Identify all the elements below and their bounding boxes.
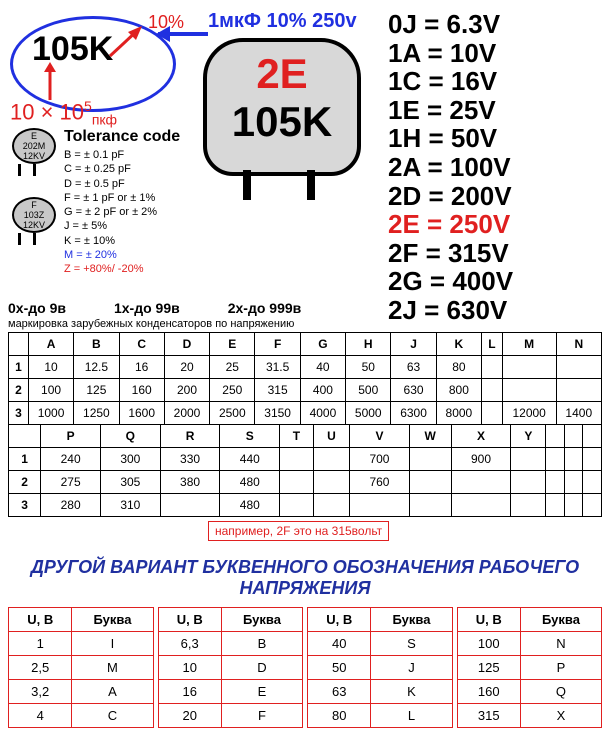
- voltage-row: 1C = 16V: [388, 67, 513, 96]
- cap-line1: 2E: [207, 50, 357, 98]
- voltage-row: 2E = 250V: [388, 210, 513, 239]
- capacitor-big: 2E 105K: [203, 38, 361, 176]
- tolerance-codes: B = ± 0.1 pFC = ± 0.25 pFD = ± 0.5 pFF =…: [64, 148, 180, 277]
- voltage-row: 2D = 200V: [388, 182, 513, 211]
- arrow-diag-icon: [108, 26, 148, 66]
- voltage-row: 2J = 630V: [388, 296, 513, 325]
- voltage-row: 2F = 315V: [388, 239, 513, 268]
- voltage-row: 1H = 50V: [388, 124, 513, 153]
- small-cap-2: F 103Z 12KV: [12, 197, 56, 248]
- alt-voltage-tables: U, BБуква1I2,5M3,2A4CU, BБуква6,3B10D16E…: [8, 607, 602, 728]
- tolerance-section: E 202M 12KV F 103Z 12KV Tolerance code B…: [12, 128, 180, 277]
- small-cap-1: E 202M 12KV: [12, 128, 56, 179]
- blue-arrow-icon: [156, 26, 170, 42]
- blue-caption: 1мкФ 10% 250v: [208, 10, 357, 33]
- note-2f: например, 2F это на 315вольт: [208, 521, 389, 541]
- voltage-row: 1A = 10V: [388, 39, 513, 68]
- formula-text: 10 × 105пкф: [10, 98, 117, 128]
- voltage-table-1: ABCDEFGHJKLMN11012.516202531.54050638021…: [8, 332, 602, 425]
- alt-heading: ДРУГОЙ ВАРИАНТ БУКВЕННОГО ОБОЗНАЧЕНИЯ РА…: [8, 557, 602, 599]
- arrow-up-icon: [40, 62, 60, 102]
- voltage-code-list: 0J = 6.3V1A = 10V1C = 16V1E = 25V1H = 50…: [388, 10, 513, 325]
- voltage-row: 1E = 25V: [388, 96, 513, 125]
- voltage-row: 2G = 400V: [388, 267, 513, 296]
- voltage-table-2: PQRSTUVWXY124030033044070090022753053804…: [8, 424, 602, 517]
- tolerance-title: Tolerance code: [64, 128, 180, 146]
- voltage-row: 2A = 100V: [388, 153, 513, 182]
- cap-line2: 105K: [207, 98, 357, 146]
- voltage-row: 0J = 6.3V: [388, 10, 513, 39]
